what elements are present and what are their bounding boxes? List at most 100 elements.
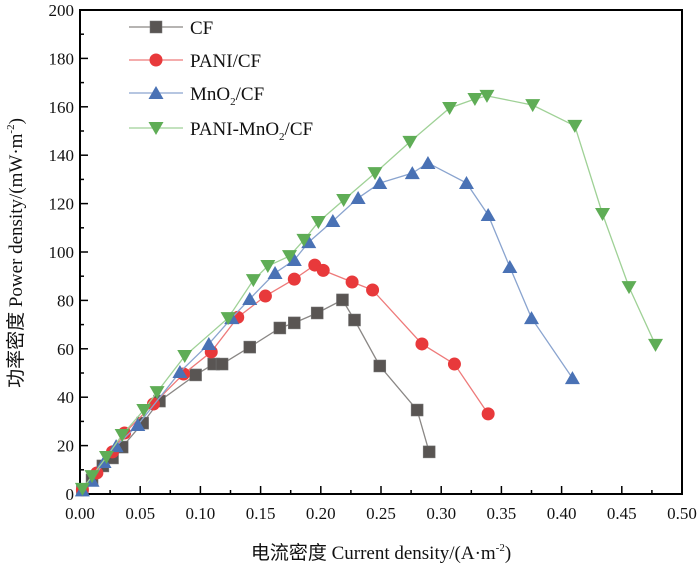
- data-point-cf: [189, 368, 202, 382]
- x-tick-label: 0.05: [125, 504, 155, 523]
- series-layer: [74, 89, 664, 497]
- series-line-mno2-cf: [81, 162, 573, 491]
- data-point-mno2-cf: [480, 207, 496, 221]
- data-point-pani-cf: [316, 263, 330, 277]
- data-point-cf: [348, 313, 361, 327]
- x-tick-label: 0.45: [607, 504, 637, 523]
- data-point-cf: [288, 316, 301, 330]
- legend-marker: [149, 53, 163, 67]
- data-point-pani-mno2-cf: [177, 350, 193, 364]
- data-point-pani-mno2-cf: [114, 428, 130, 442]
- data-point-pani-cf: [258, 289, 272, 303]
- data-point-cf: [422, 445, 436, 459]
- data-point-mno2-cf: [201, 336, 217, 350]
- data-point-pani-cf: [345, 275, 359, 289]
- data-point-pani-mno2-cf: [567, 119, 583, 133]
- data-point-pani-mno2-cf: [84, 470, 100, 484]
- x-tick-label: 0.00: [65, 504, 95, 523]
- legend-label: CF: [190, 18, 213, 39]
- data-point-pani-mno2-cf: [136, 404, 152, 418]
- data-point-pani-mno2-cf: [479, 89, 495, 103]
- data-point-mno2-cf: [267, 266, 283, 280]
- data-point-mno2-cf: [325, 214, 341, 228]
- data-point-cf: [273, 321, 287, 335]
- data-point-mno2-cf: [350, 191, 366, 205]
- y-tick-label: 0: [66, 485, 75, 504]
- data-point-mno2-cf: [172, 365, 188, 379]
- y-axis-title: 功率密度 Power density/(mW·m-2): [5, 118, 27, 388]
- legend: CF PANI/CF MnO2/CF PANI-MnO2/CF: [129, 18, 313, 143]
- data-point-pani-mno2-cf: [98, 450, 114, 464]
- legend-label: MnO2/CF: [190, 84, 264, 108]
- x-tick-label: 0.40: [547, 504, 577, 523]
- data-point-pani-mno2-cf: [310, 215, 326, 229]
- data-point-cf: [310, 306, 324, 320]
- x-tick-label: 0.30: [426, 504, 456, 523]
- legend-marker: [148, 86, 164, 99]
- data-point-mno2-cf: [458, 176, 474, 190]
- data-point-pani-mno2-cf: [149, 386, 165, 400]
- y-tick-label: 120: [49, 195, 75, 214]
- data-point-pani-mno2-cf: [402, 135, 418, 149]
- data-point-pani-mno2-cf: [245, 274, 261, 288]
- data-point-pani-mno2-cf: [74, 482, 90, 496]
- x-tick-label: 0.10: [186, 504, 216, 523]
- data-point-pani-mno2-cf: [442, 102, 458, 116]
- axes: 0.00 0.05 0.10 0.15 0.20 0.25 0.30 0.35 0.40 0.45…: [49, 1, 697, 523]
- data-point-mno2-cf: [404, 166, 420, 180]
- legend-item-pani-mno2-cf: PANI-MnO2/CF: [129, 119, 313, 143]
- data-point-cf: [215, 357, 229, 371]
- legend-item-pani-cf: PANI/CF: [129, 51, 261, 72]
- data-point-mno2-cf: [286, 252, 302, 266]
- data-point-cf: [410, 403, 424, 417]
- data-point-pani-mno2-cf: [296, 233, 312, 247]
- data-point-pani-mno2-cf: [260, 260, 276, 274]
- data-point-mno2-cf: [524, 311, 539, 325]
- data-point-pani-cf: [447, 357, 461, 371]
- data-point-pani-mno2-cf: [367, 167, 383, 181]
- data-point-mno2-cf: [502, 260, 518, 274]
- data-point-mno2-cf: [564, 371, 580, 385]
- data-point-pani-mno2-cf: [525, 99, 541, 113]
- data-point-mno2-cf: [242, 291, 258, 305]
- data-point-pani-cf: [366, 283, 380, 297]
- y-tick-label: 160: [49, 98, 75, 117]
- x-tick-label: 0.35: [487, 504, 517, 523]
- legend-marker: [148, 122, 164, 135]
- series-line-cf: [81, 299, 430, 491]
- x-tick-label: 0.25: [366, 504, 396, 523]
- plot-frame: [79, 9, 683, 495]
- x-tick-label: 0.50: [667, 504, 697, 523]
- y-tick-label: 100: [49, 243, 75, 262]
- legend-label: PANI/CF: [190, 51, 261, 72]
- series-pani-cf: [75, 258, 495, 497]
- series-cf: [76, 293, 436, 497]
- legend-marker: [149, 20, 163, 34]
- data-point-pani-mno2-cf: [220, 312, 236, 326]
- data-point-pani-mno2-cf: [621, 281, 637, 295]
- y-tick-label: 180: [49, 49, 75, 68]
- y-tick-label: 20: [57, 437, 74, 456]
- data-point-pani-mno2-cf: [281, 250, 297, 264]
- x-tick-label: 0.20: [306, 504, 336, 523]
- series-line-pani-mno2-cf: [81, 95, 657, 490]
- y-tick-label: 60: [57, 340, 74, 359]
- data-point-pani-mno2-cf: [648, 338, 664, 352]
- data-point-pani-mno2-cf: [336, 193, 352, 207]
- y-tick-label: 140: [49, 146, 75, 165]
- data-point-pani-cf: [287, 272, 301, 286]
- series-pani-mno2-cf: [74, 89, 664, 496]
- data-point-cf: [336, 293, 349, 307]
- data-point-pani-mno2-cf: [595, 208, 611, 222]
- data-point-pani-mno2-cf: [467, 93, 483, 107]
- y-tick-label: 40: [57, 388, 74, 407]
- data-point-mno2-cf: [420, 155, 436, 169]
- legend-label: PANI-MnO2/CF: [190, 119, 313, 143]
- legend-item-mno2-cf: MnO2/CF: [129, 84, 264, 108]
- series-mno2-cf: [74, 155, 580, 497]
- y-tick-label: 200: [49, 1, 75, 20]
- y-tick-label: 80: [57, 291, 74, 310]
- legend-item-cf: CF: [129, 18, 213, 39]
- data-point-mno2-cf: [372, 176, 388, 190]
